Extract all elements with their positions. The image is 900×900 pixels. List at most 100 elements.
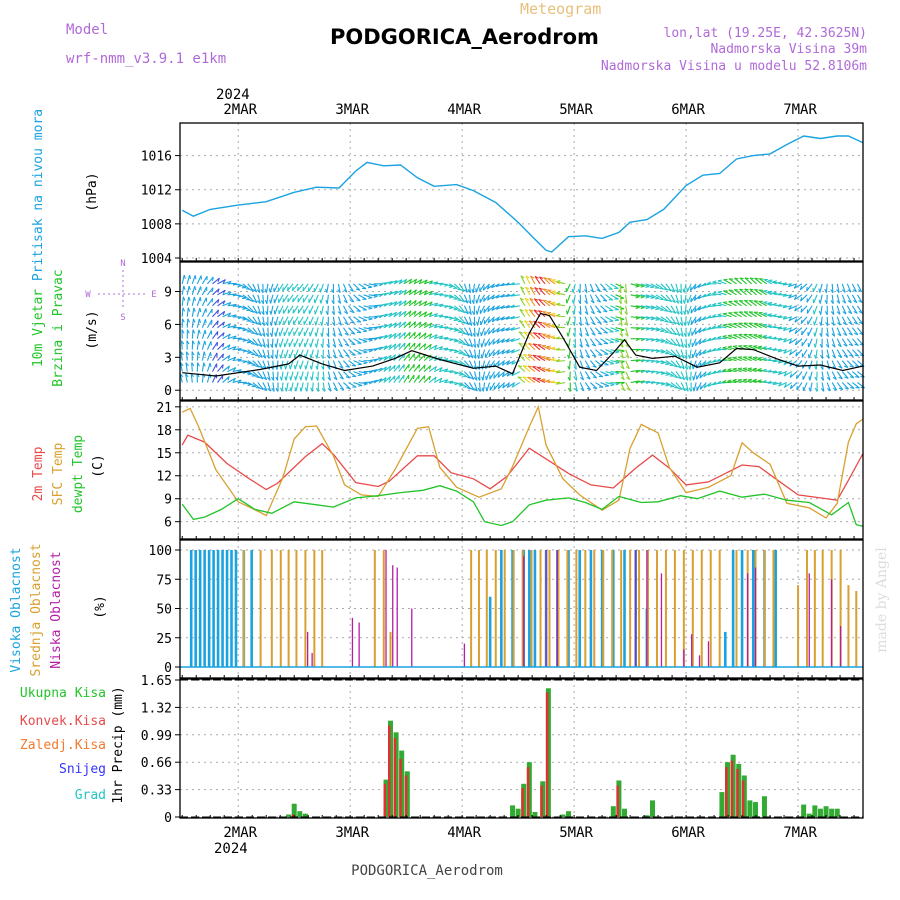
wind-arrow (584, 360, 591, 369)
wind-arrow (752, 368, 762, 373)
wind-arrow-head (491, 284, 495, 289)
wind-arrow (589, 371, 598, 379)
wind-arrow (541, 345, 551, 351)
wind-arrow (191, 318, 195, 328)
wind-arrow (579, 316, 582, 326)
wind-arrow (738, 322, 747, 329)
wind-arrow-head (349, 288, 354, 292)
wind-arrow (191, 362, 193, 372)
ytick-label: 3 (164, 351, 172, 366)
wind-arrow (722, 313, 732, 318)
conv-precip-bar (540, 785, 543, 817)
ytick-label: 9 (164, 493, 172, 508)
wind-arrow-head (635, 306, 640, 310)
wind-arrow-head (550, 357, 556, 361)
wind-arrow (748, 322, 757, 329)
wind-arrow (327, 305, 329, 315)
wind-arrow (383, 301, 393, 307)
wind-arrow-head (337, 311, 342, 315)
wind-arrow (537, 344, 546, 351)
wind-arrow (722, 324, 732, 329)
wind-arrow-head (837, 343, 842, 348)
wind-arrow (502, 382, 511, 389)
wind-arrow-head (820, 387, 825, 392)
wind-arrow-head (843, 343, 848, 347)
wind-arrow-head (858, 310, 863, 314)
wind-arrow (650, 305, 660, 310)
wind-arrow (783, 371, 793, 377)
wind-arrow-head (624, 333, 629, 337)
wind-arrow (826, 338, 830, 348)
wind-arrow-head (409, 289, 412, 294)
wind-arrow-head (762, 368, 767, 372)
wind-arrow (610, 382, 620, 384)
wind-arrow (320, 305, 324, 315)
wind-arrow (836, 283, 840, 293)
wind-arrow (574, 349, 577, 359)
wind-arrow-head (518, 365, 523, 368)
wind-arrow (610, 371, 620, 374)
wind-arrow (227, 356, 237, 362)
top-day-label: 6MAR (671, 102, 705, 118)
wind-arrow (794, 327, 803, 335)
wind-arrow-head (824, 311, 828, 316)
wind-arrow-head (777, 337, 782, 341)
wind-arrow (801, 349, 808, 358)
wind-arrow-head (687, 354, 691, 359)
wind-arrow-head (279, 376, 283, 381)
wind-arrow (418, 375, 426, 383)
wind-arrow (802, 371, 808, 380)
wind-arrow-head (727, 334, 733, 337)
wind-arrow (783, 349, 793, 354)
wind-arrow (343, 382, 351, 390)
wind-arrow-head (592, 365, 597, 368)
wind-arrow (439, 379, 448, 384)
wind-arrow (428, 291, 438, 296)
wind-arrow (665, 327, 674, 335)
wind-arrow-head (722, 368, 727, 372)
wind-arrow-head (789, 351, 792, 356)
conv-precip-bar (404, 775, 408, 817)
wind-arrow (600, 382, 609, 387)
wind-arrow (831, 360, 837, 370)
wind-arrow (525, 286, 531, 296)
wind-arrow-head (291, 286, 294, 291)
wind-arrow-head (268, 288, 271, 293)
wind-arrow-head (266, 376, 271, 381)
wind-arrow-head (645, 328, 650, 331)
wind-arrow-head (699, 385, 702, 390)
wind-arrow (573, 294, 576, 304)
wind-arrow (556, 315, 566, 318)
wind-arrow (800, 294, 808, 302)
wind-arrow-head (339, 376, 344, 380)
wind-arrow (684, 305, 687, 315)
wind-arrow-head (275, 387, 279, 392)
wind-arrow (712, 292, 722, 296)
wind-arrow (689, 360, 692, 370)
wind-arrow-head (182, 296, 186, 301)
wind-arrow (794, 316, 803, 323)
wind-arrow (320, 294, 324, 304)
wind-arrow-head (635, 317, 640, 320)
wind-arrow-head (496, 339, 500, 344)
wind-arrow-head (333, 387, 338, 392)
wind-arrow-head (733, 345, 738, 347)
wind-arrow-head (486, 285, 490, 290)
wind-arrow-head (487, 296, 490, 301)
wind-arrow (528, 343, 536, 351)
wind-arrow (297, 283, 304, 292)
wind-arrow-head (538, 310, 543, 313)
wind-arrow-head (748, 367, 753, 370)
wind-arrow (836, 316, 841, 326)
wind-arrow (645, 381, 655, 384)
wind-arrow (423, 322, 433, 329)
wind-arrow-head (487, 318, 490, 324)
wind-arrow-head (574, 387, 578, 392)
wind-arrow-head (800, 319, 803, 324)
wind-arrow (298, 327, 304, 336)
wind-arrow-head (327, 387, 332, 392)
wind-arrow-head (737, 367, 743, 370)
wind-arrow (247, 316, 255, 324)
wind-arrow-head (519, 297, 524, 301)
wind-arrow-head (520, 286, 525, 290)
